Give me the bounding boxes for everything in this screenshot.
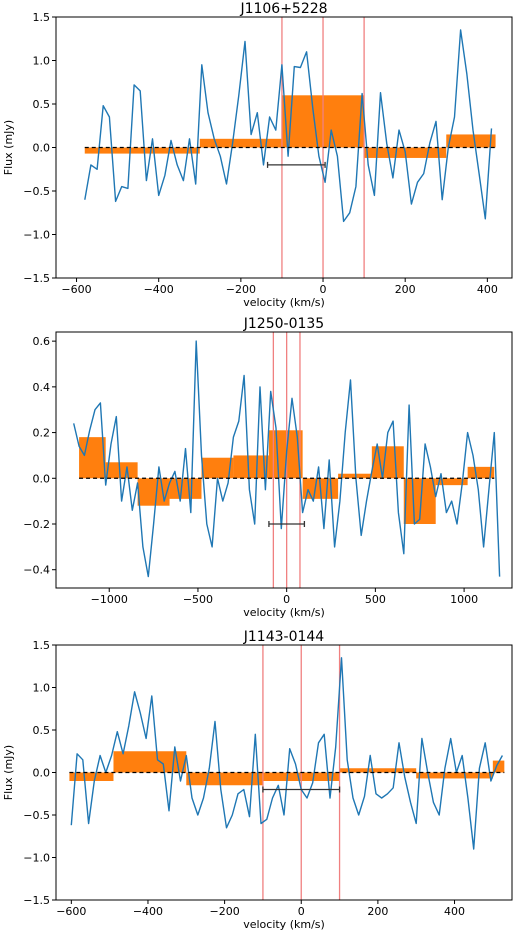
x-axis-label: velocity (km/s) xyxy=(243,918,325,931)
y-tick-label: −0.5 xyxy=(23,809,50,822)
y-tick-label: 0.0 xyxy=(33,472,51,485)
y-tick-label: −0.4 xyxy=(23,564,50,577)
x-tick-label: −600 xyxy=(56,905,86,918)
flux-bin-bar xyxy=(137,478,170,506)
y-tick-label: 0.5 xyxy=(33,98,51,111)
y-tick-label: 0.0 xyxy=(33,767,51,780)
flux-bin-bar xyxy=(169,478,202,499)
y-tick-label: −1.5 xyxy=(23,272,50,285)
flux-bin-bar xyxy=(233,455,269,479)
x-tick-label: 0 xyxy=(283,593,290,606)
flux-bin-bar xyxy=(371,446,404,479)
y-tick-label: 1.0 xyxy=(33,682,51,695)
y-tick-label: −1.0 xyxy=(23,229,50,242)
panel-j1250: J1250-0135 −1000 −500 0 500 1000 −0.4 −0.2 0.0 0.… xyxy=(23,316,513,619)
flux-bin-bar xyxy=(416,772,493,779)
spectrum-line xyxy=(84,29,493,223)
flux-bin-bar xyxy=(435,478,468,486)
chart-title: J1250-0135 xyxy=(243,316,324,332)
x-tick-label: −600 xyxy=(61,283,91,296)
x-axis-label: velocity (km/s) xyxy=(243,296,325,309)
chart-title: J1106+5228 xyxy=(239,1,327,17)
y-tick-label: −1.0 xyxy=(23,852,50,865)
axes-frame xyxy=(55,331,513,589)
x-tick-label: −1000 xyxy=(91,593,128,606)
x-axis-label: velocity (km/s) xyxy=(243,606,325,619)
flux-bin-bar xyxy=(339,768,417,773)
flux-bin-bar xyxy=(199,138,282,148)
x-tick-label: 200 xyxy=(395,283,416,296)
flux-bin-bar xyxy=(338,473,372,479)
flux-bin-bar xyxy=(79,437,106,479)
flux-bin-bar xyxy=(69,772,114,781)
y-tick-label: 1.0 xyxy=(33,55,51,68)
flux-bin-bar xyxy=(467,466,495,479)
x-tick-label: −200 xyxy=(226,283,256,296)
flux-bin-bar xyxy=(113,751,187,773)
y-axis-label: Flux (mJy) xyxy=(2,745,15,800)
x-tick-label: 0 xyxy=(320,283,327,296)
y-tick-label: 1.5 xyxy=(33,639,51,652)
y-tick-label: 1.5 xyxy=(33,11,51,24)
panel-j1106: J1106+5228 −600 −400 −200 0 200 400 −1.5 −1.0 −0.… xyxy=(2,1,513,309)
x-tick-label: 400 xyxy=(477,283,498,296)
y-tick-label: 0.0 xyxy=(33,142,51,155)
x-tick-label: −200 xyxy=(209,905,239,918)
y-tick-label: −0.2 xyxy=(23,518,50,531)
spectrum-line xyxy=(73,340,501,578)
flux-bin-bar xyxy=(105,462,138,479)
flux-bin-bar xyxy=(186,772,263,786)
y-tick-label: −0.5 xyxy=(23,185,50,198)
flux-bin-bar xyxy=(84,147,200,154)
flux-bin-bar xyxy=(492,760,505,773)
x-tick-label: −400 xyxy=(133,905,163,918)
x-tick-label: 1000 xyxy=(450,593,478,606)
y-tick-label: 0.5 xyxy=(33,724,51,737)
y-tick-label: −1.5 xyxy=(23,894,50,907)
flux-bin-bar xyxy=(201,457,234,479)
spectrum-line xyxy=(70,657,504,850)
x-tick-label: 0 xyxy=(298,905,305,918)
x-tick-label: 400 xyxy=(444,905,465,918)
y-tick-label: 0.4 xyxy=(33,381,51,394)
y-tick-label: 0.2 xyxy=(33,427,51,440)
x-tick-label: −400 xyxy=(144,283,174,296)
y-axis-label: Flux (mJy) xyxy=(2,120,15,175)
x-tick-label: −500 xyxy=(183,593,213,606)
chart-title: J1143-0144 xyxy=(243,629,325,645)
y-tick-label: 0.6 xyxy=(33,335,51,348)
panel-j1143: J1143-0144 −600 −400 −200 0 200 400 −1.5 −1.0 −0.… xyxy=(2,629,513,931)
x-tick-label: 200 xyxy=(367,905,388,918)
flux-bin-bar xyxy=(446,134,496,148)
x-tick-label: 500 xyxy=(365,593,386,606)
